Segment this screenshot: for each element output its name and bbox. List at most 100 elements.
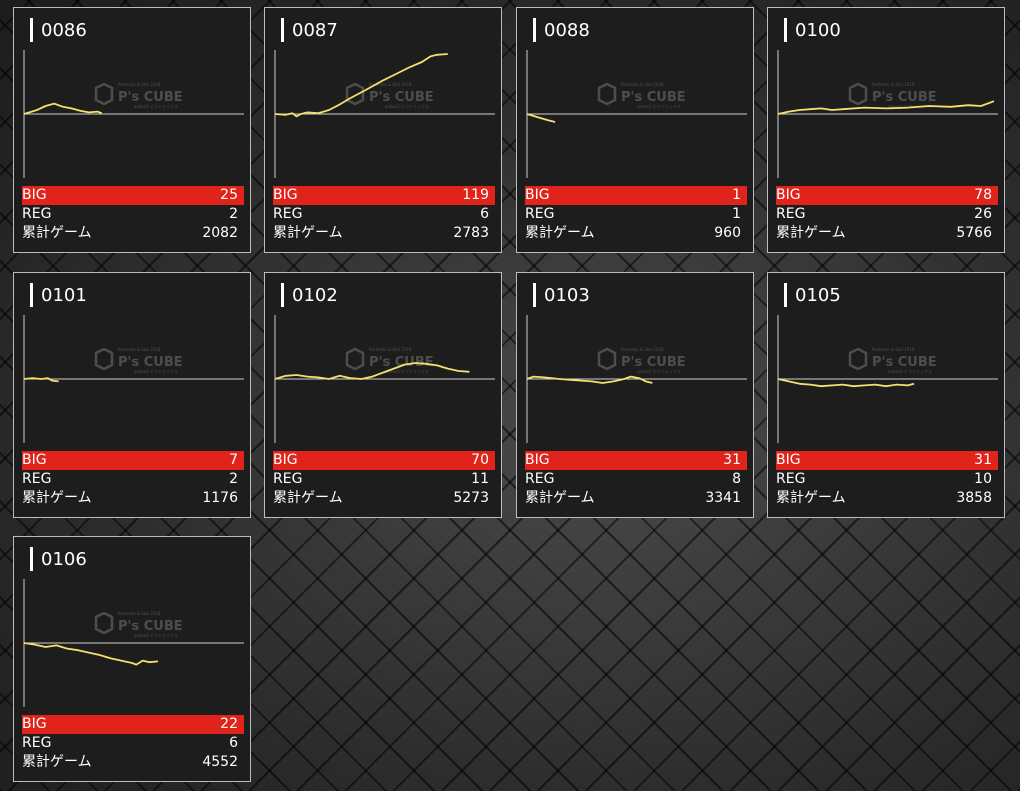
cube-icon — [345, 82, 365, 106]
machine-number: 0087 — [292, 19, 338, 41]
total-games-count: 4552 — [202, 754, 238, 770]
watermark-brand: P's CUBE — [118, 619, 183, 634]
payout-graph-svg: P's CUBE Pachinko & Slot 2018 anbox1 ビクト… — [23, 579, 244, 707]
payout-graph-svg: P's CUBE Pachinko & Slot 2018 anbox1 ビクト… — [274, 315, 495, 443]
machine-card-0087[interactable]: 0087 P's CUBE Pachinko & Slot 2018 anbox… — [264, 7, 502, 253]
watermark-sub: anbox1 ビクトリックス — [134, 632, 178, 638]
total-games-row: 累計ゲーム 4552 — [22, 753, 244, 772]
big-label: BIG — [273, 187, 298, 203]
machine-title: 0106 — [30, 547, 87, 571]
machine-stats: BIG 70 REG 11 累計ゲーム 5273 — [273, 451, 495, 508]
machine-card-0101[interactable]: 0101 P's CUBE Pachinko & Slot 2018 anbox… — [13, 272, 251, 518]
machine-card-0100[interactable]: 0100 P's CUBE Pachinko & Slot 2018 anbox… — [767, 7, 1005, 253]
machine-card-0086[interactable]: 0086 P's CUBE Pachinko & Slot 2018 anbox… — [13, 7, 251, 253]
total-games-row: 累計ゲーム 5273 — [273, 489, 495, 508]
payout-graph-svg: P's CUBE Pachinko & Slot 2018 anbox1 ビクト… — [526, 50, 747, 178]
reg-count: 6 — [480, 206, 489, 222]
machine-card-0105[interactable]: 0105 P's CUBE Pachinko & Slot 2018 anbox… — [767, 272, 1005, 518]
payout-line — [526, 375, 653, 384]
machine-card-0106[interactable]: 0106 P's CUBE Pachinko & Slot 2018 anbox… — [13, 536, 251, 782]
watermark-brand: P's CUBE — [872, 355, 937, 370]
machine-stats: BIG 7 REG 2 累計ゲーム 1176 — [22, 451, 244, 508]
watermark-brand: P's CUBE — [369, 355, 434, 370]
watermark-sub: anbox1 ビクトリックス — [385, 103, 429, 109]
total-games-row: 累計ゲーム 2082 — [22, 224, 244, 243]
title-bar-icon — [30, 18, 33, 42]
watermark-tagline: Pachinko & Slot 2018 — [118, 347, 161, 352]
title-bar-icon — [30, 283, 33, 307]
cube-icon — [345, 347, 365, 371]
big-label: BIG — [776, 452, 801, 468]
reg-label: REG — [525, 206, 555, 222]
payout-graph-svg: P's CUBE Pachinko & Slot 2018 anbox1 ビクト… — [274, 50, 495, 178]
big-row: BIG 25 — [22, 186, 244, 205]
payout-graph-svg: P's CUBE Pachinko & Slot 2018 anbox1 ビクト… — [777, 315, 998, 443]
reg-row: REG 11 — [273, 470, 495, 489]
cube-icon — [597, 82, 617, 106]
payout-graph: P's CUBE Pachinko & Slot 2018 anbox1 ビクト… — [776, 313, 998, 443]
payout-graph-svg: P's CUBE Pachinko & Slot 2018 anbox1 ビクト… — [23, 315, 244, 443]
watermark-logo: P's CUBE Pachinko & Slot 2018 anbox1 ビクト… — [597, 82, 686, 109]
machine-title: 0088 — [533, 18, 590, 42]
watermark-logo: P's CUBE Pachinko & Slot 2018 anbox1 ビクト… — [94, 82, 183, 109]
watermark-brand: P's CUBE — [118, 90, 183, 105]
reg-row: REG 2 — [22, 470, 244, 489]
reg-label: REG — [273, 471, 303, 487]
cube-icon — [848, 82, 868, 106]
total-games-count: 2783 — [453, 225, 489, 241]
watermark-brand: P's CUBE — [369, 90, 434, 105]
machine-stats: BIG 31 REG 10 累計ゲーム 3858 — [776, 451, 998, 508]
total-games-label: 累計ゲーム — [22, 490, 92, 506]
machine-number: 0102 — [292, 284, 338, 306]
reg-row: REG 26 — [776, 205, 998, 224]
reg-count: 6 — [229, 735, 238, 751]
cube-icon — [94, 611, 114, 635]
watermark-sub: anbox1 ビクトリックス — [637, 103, 681, 109]
reg-label: REG — [525, 471, 555, 487]
big-count: 78 — [974, 187, 992, 203]
cube-icon — [94, 82, 114, 106]
cube-icon — [597, 347, 617, 371]
title-bar-icon — [533, 283, 536, 307]
watermark-brand: P's CUBE — [118, 355, 183, 370]
reg-row: REG 6 — [22, 734, 244, 753]
watermark-tagline: Pachinko & Slot 2018 — [621, 347, 664, 352]
title-bar-icon — [281, 283, 284, 307]
reg-label: REG — [776, 471, 806, 487]
total-games-label: 累計ゲーム — [22, 225, 92, 241]
payout-line — [526, 113, 556, 123]
title-bar-icon — [784, 18, 787, 42]
payout-line — [777, 378, 915, 388]
machine-stats: BIG 25 REG 2 累計ゲーム 2082 — [22, 186, 244, 243]
big-row: BIG 31 — [525, 451, 747, 470]
machine-card-0102[interactable]: 0102 P's CUBE Pachinko & Slot 2018 anbox… — [264, 272, 502, 518]
watermark-tagline: Pachinko & Slot 2018 — [621, 82, 664, 87]
payout-line — [23, 642, 158, 666]
watermark-logo: P's CUBE Pachinko & Slot 2018 anbox1 ビクト… — [597, 347, 686, 374]
reg-label: REG — [22, 471, 52, 487]
machine-card-0103[interactable]: 0103 P's CUBE Pachinko & Slot 2018 anbox… — [516, 272, 754, 518]
total-games-count: 3858 — [956, 490, 992, 506]
reg-count: 8 — [732, 471, 741, 487]
reg-count: 26 — [974, 206, 992, 222]
big-label: BIG — [776, 187, 801, 203]
reg-label: REG — [22, 206, 52, 222]
total-games-row: 累計ゲーム 2783 — [273, 224, 495, 243]
machine-stats: BIG 1 REG 1 累計ゲーム 960 — [525, 186, 747, 243]
reg-count: 2 — [229, 206, 238, 222]
machine-number: 0106 — [41, 548, 87, 570]
total-games-row: 累計ゲーム 3858 — [776, 489, 998, 508]
reg-count: 10 — [974, 471, 992, 487]
total-games-count: 5273 — [453, 490, 489, 506]
total-games-label: 累計ゲーム — [525, 490, 595, 506]
big-label: BIG — [525, 452, 550, 468]
watermark-logo: P's CUBE Pachinko & Slot 2018 anbox1 ビクト… — [345, 347, 434, 374]
watermark-brand: P's CUBE — [872, 90, 937, 105]
big-count: 25 — [220, 187, 238, 203]
watermark-sub: anbox1 ビクトリックス — [134, 103, 178, 109]
machine-card-0088[interactable]: 0088 P's CUBE Pachinko & Slot 2018 anbox… — [516, 7, 754, 253]
reg-row: REG 10 — [776, 470, 998, 489]
watermark-tagline: Pachinko & Slot 2018 — [118, 611, 161, 616]
big-label: BIG — [22, 452, 47, 468]
big-row: BIG 78 — [776, 186, 998, 205]
